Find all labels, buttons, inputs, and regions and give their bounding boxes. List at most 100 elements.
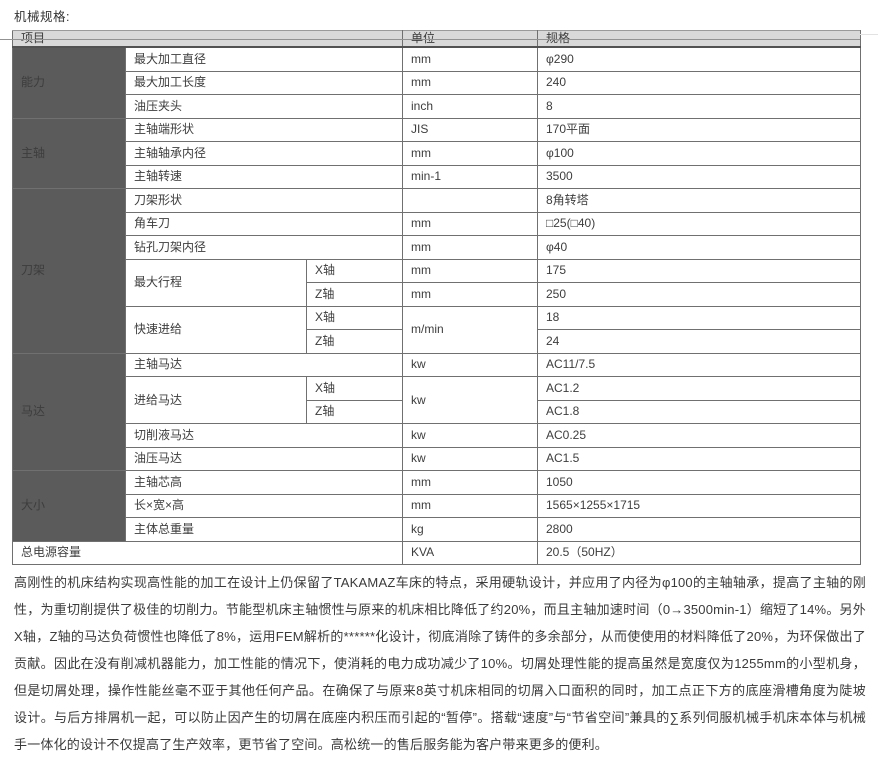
axis-cell: Z轴 — [306, 399, 403, 424]
spec-cell: 3500 — [537, 164, 861, 189]
unit-cell: mm — [402, 211, 538, 236]
unit-cell: kw — [402, 423, 538, 448]
table-row: 刀架 刀架形状 8角转塔 — [12, 188, 861, 354]
spec-cell: AC1.2 — [537, 376, 861, 401]
item-cell: 最大加工直径 — [125, 46, 403, 72]
item-cell: 钻孔刀架内径 — [125, 235, 403, 260]
spec-cell: 2800 — [537, 517, 861, 542]
item-cell: 主轴芯高 — [125, 470, 403, 495]
unit-cell: mm — [402, 141, 538, 166]
item-cell: 主体总重量 — [125, 517, 403, 542]
table-row: Z轴 AC1.8 — [13, 399, 861, 424]
unit-cell: KVA — [402, 540, 538, 565]
item-cell: 油压夹头 — [125, 94, 403, 119]
table-row: 主轴 主轴端形状 JIS 170平面 — [12, 117, 861, 189]
column-header-item: 项目 — [12, 30, 403, 48]
spec-cell: 24 — [537, 329, 861, 354]
unit-cell: mm — [402, 235, 538, 260]
machine-spec-table: 项目 单位 规格 能力 最大加工直径 mm φ290 最大加工长度 mm 240… — [12, 30, 861, 565]
table-row: Z轴 mm 250 — [13, 282, 861, 307]
unit-cell: m/min — [402, 305, 538, 354]
unit-cell: kg — [402, 517, 538, 542]
item-cell: 主轴端形状 — [125, 117, 403, 142]
spec-cell: 8角转塔 — [537, 188, 861, 213]
item-cell: 最大行程 — [125, 258, 307, 307]
table-row: 进给马达 X轴 kw AC1.2 — [13, 376, 861, 424]
group-cell-size: 大小 — [12, 470, 126, 542]
unit-cell: mm — [402, 493, 538, 518]
spec-cell: 18 — [537, 305, 861, 330]
column-header-unit: 单位 — [402, 30, 538, 48]
unit-cell: mm — [402, 282, 538, 307]
group-cell-spindle: 主轴 — [12, 117, 126, 189]
spec-cell: 170平面 — [537, 117, 861, 142]
unit-cell: mm — [402, 70, 538, 95]
unit-cell — [402, 188, 538, 213]
spec-cell: 175 — [537, 258, 861, 283]
spec-cell: 8 — [537, 94, 861, 119]
spec-cell: AC11/7.5 — [537, 352, 861, 377]
table-row: 马达 主轴马达 kw AC11/7.5 — [12, 352, 861, 471]
spec-cell: 240 — [537, 70, 861, 95]
item-cell: 进给马达 — [125, 376, 307, 424]
unit-cell: mm — [402, 46, 538, 72]
unit-cell: mm — [402, 470, 538, 495]
spec-cell: AC0.25 — [537, 423, 861, 448]
group-cell-motor: 马达 — [12, 352, 126, 471]
item-cell: 切削液马达 — [125, 423, 403, 448]
group-cell-capacity: 能力 — [12, 46, 126, 119]
table-row: Z轴 24 — [13, 329, 861, 354]
item-cell: 最大加工长度 — [125, 70, 403, 95]
axis-cell: X轴 — [306, 376, 403, 401]
spec-cell: φ40 — [537, 235, 861, 260]
item-cell: 油压马达 — [125, 446, 403, 471]
unit-cell: kw — [402, 446, 538, 471]
table-row: 角车刀 mm □25(□40) — [13, 211, 861, 236]
table-row: 油压马达 kw AC1.5 — [13, 446, 861, 471]
spec-cell: AC1.5 — [537, 446, 861, 471]
item-cell: 主轴轴承内径 — [125, 141, 403, 166]
table-row: 长×宽×高 mm 1565×1255×1715 — [13, 493, 861, 518]
item-cell: 快速进给 — [125, 305, 307, 354]
table-row: 最大行程 X轴 mm 175 — [13, 258, 861, 307]
item-cell: 角车刀 — [125, 211, 403, 236]
item-cell: 刀架形状 — [125, 188, 403, 213]
table-row: 主体总重量 kg 2800 — [13, 517, 861, 542]
table-row: 主轴轴承内径 mm φ100 — [13, 141, 861, 166]
table-row: 大小 主轴芯高 mm 1050 — [12, 470, 861, 542]
table-row-total-power: 总电源容量 KVA 20.5（50HZ） — [12, 540, 861, 565]
column-header-spec: 规格 — [537, 30, 861, 48]
table-row: 能力 最大加工直径 mm φ290 — [12, 46, 861, 119]
spec-cell: 20.5（50HZ） — [537, 540, 861, 565]
item-cell: 主轴马达 — [125, 352, 403, 377]
table-header-row: 项目 单位 规格 — [12, 30, 861, 48]
table-row: 快速进给 X轴 m/min 18 — [13, 305, 861, 354]
spec-cell: 250 — [537, 282, 861, 307]
margin-rule-line — [860, 34, 878, 35]
spec-cell: □25(□40) — [537, 211, 861, 236]
unit-cell: mm — [402, 258, 538, 283]
page-title: 机械规格: — [14, 10, 70, 24]
table-row: 切削液马达 kw AC0.25 — [13, 423, 861, 448]
item-cell-total-power: 总电源容量 — [12, 540, 403, 565]
unit-cell: min-1 — [402, 164, 538, 189]
unit-cell: inch — [402, 94, 538, 119]
unit-cell: JIS — [402, 117, 538, 142]
spec-cell: 1050 — [537, 470, 861, 495]
description-paragraph: 高刚性的机床结构实现高性能的加工在设计上仍保留了TAKAMAZ车床的特点，采用硬… — [14, 575, 866, 752]
unit-cell: kw — [402, 352, 538, 377]
table-row: 钻孔刀架内径 mm φ40 — [13, 235, 861, 260]
table-row: 主轴转速 min-1 3500 — [13, 164, 861, 189]
item-cell: 长×宽×高 — [125, 493, 403, 518]
unit-cell: kw — [402, 376, 538, 424]
item-cell: 主轴转速 — [125, 164, 403, 189]
spec-cell: 1565×1255×1715 — [537, 493, 861, 518]
spec-cell: φ290 — [537, 46, 861, 72]
axis-cell: Z轴 — [306, 282, 403, 307]
group-cell-turret: 刀架 — [12, 188, 126, 354]
table-row: 最大加工长度 mm 240 — [13, 70, 861, 95]
axis-cell: X轴 — [306, 305, 403, 330]
axis-cell: Z轴 — [306, 329, 403, 354]
spec-cell: φ100 — [537, 141, 861, 166]
